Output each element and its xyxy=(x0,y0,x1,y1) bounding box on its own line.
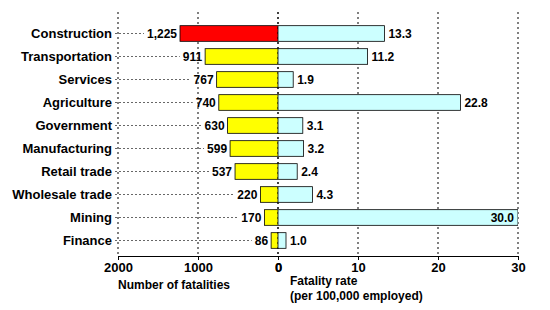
tick-label: 20 xyxy=(431,260,445,275)
axis-title-line: Number of fatalities xyxy=(118,278,230,292)
bar xyxy=(219,95,278,111)
data-label: 86 xyxy=(255,234,269,248)
bar xyxy=(278,210,518,226)
bar xyxy=(205,49,278,65)
category-label: Finance xyxy=(63,233,112,248)
x-axis: 2000 1000 0 xyxy=(104,256,282,275)
bar xyxy=(235,164,278,180)
bar xyxy=(278,141,304,157)
category-label: Government xyxy=(35,118,112,133)
data-labels: 13.3 11.2 1.9 22.8 3.1 3.2 2.4 4.3 30.0 1.0 xyxy=(290,27,514,248)
leader-line xyxy=(115,56,180,57)
axis-line xyxy=(279,256,519,257)
axis-title-line: (per 100,000 employed) xyxy=(290,289,423,303)
axis-title-line: Fatality rate xyxy=(290,274,358,288)
category-label: Wholesale trade xyxy=(12,187,112,202)
bar xyxy=(278,49,368,65)
category-label: Retail trade xyxy=(41,164,112,179)
category-label: Manufacturing xyxy=(22,141,112,156)
grid-line xyxy=(198,12,199,254)
bar xyxy=(278,118,303,134)
data-label: 11.2 xyxy=(372,50,395,64)
leader-line xyxy=(115,171,209,172)
bars xyxy=(278,26,518,249)
tick: 2000 xyxy=(104,256,133,275)
leader-line xyxy=(115,102,193,103)
leader-line xyxy=(115,194,234,195)
leader-line xyxy=(115,33,144,34)
tick: 0 xyxy=(275,256,282,275)
leader-line xyxy=(115,217,238,218)
leader-line xyxy=(115,240,252,241)
bar xyxy=(228,118,278,134)
data-label: 4.3 xyxy=(316,188,333,202)
tick-label: 2000 xyxy=(104,260,133,275)
tick-label: 0 xyxy=(275,260,282,275)
category-label: Mining xyxy=(70,210,112,225)
tick: 30 xyxy=(511,256,525,275)
data-label: 1,225 xyxy=(147,27,177,41)
grid xyxy=(278,12,518,254)
data-label: 1.9 xyxy=(297,73,314,87)
tick: 20 xyxy=(431,256,445,275)
data-label: 30.0 xyxy=(491,211,515,225)
bar xyxy=(260,187,278,203)
bar xyxy=(264,210,278,226)
bar xyxy=(278,164,297,180)
data-label: 13.3 xyxy=(388,27,412,41)
data-label: 1.0 xyxy=(290,234,307,248)
data-label: 740 xyxy=(196,96,216,110)
leader-line xyxy=(115,79,191,80)
tick-label: 0 xyxy=(275,260,282,275)
tick-label: 10 xyxy=(351,260,365,275)
leader-line xyxy=(115,125,202,126)
data-label: 3.1 xyxy=(307,119,324,133)
tick: 10 xyxy=(351,256,365,275)
data-label: 911 xyxy=(183,50,203,64)
bar xyxy=(278,187,312,203)
data-label: 170 xyxy=(241,211,261,225)
data-label: 22.8 xyxy=(464,96,488,110)
category-labels: Construction Transportation Services Agricu… xyxy=(12,26,112,248)
data-labels: 1,225 911 767 740 630 599 537 220 170 86 xyxy=(115,27,268,248)
tick: 1000 xyxy=(184,256,213,275)
bar xyxy=(271,233,278,249)
category-label: Services xyxy=(59,72,113,87)
bar xyxy=(230,141,278,157)
bar xyxy=(217,72,278,88)
tick: 0 xyxy=(275,256,282,275)
data-label: 3.2 xyxy=(308,142,325,156)
x-axis: 0 10 20 30 xyxy=(275,256,526,275)
axis-title: Number of fatalities xyxy=(118,278,230,292)
data-label: 220 xyxy=(237,188,257,202)
category-label: Agriculture xyxy=(43,95,112,110)
chart: Construction Transportation Services Agricu… xyxy=(0,0,550,310)
bar xyxy=(278,233,286,249)
bar xyxy=(180,26,278,42)
bars xyxy=(180,26,278,249)
data-label: 2.4 xyxy=(301,165,318,179)
data-label: 537 xyxy=(212,165,232,179)
category-label: Construction xyxy=(31,26,112,41)
data-label: 767 xyxy=(194,73,214,87)
leader-line xyxy=(115,148,204,149)
data-label: 599 xyxy=(207,142,227,156)
tick-label: 30 xyxy=(511,260,525,275)
bar xyxy=(278,72,293,88)
axis-title: Fatality rate(per 100,000 employed) xyxy=(290,274,423,303)
tick-label: 1000 xyxy=(184,260,213,275)
grid-line xyxy=(118,12,119,254)
category-label: Transportation xyxy=(21,49,112,64)
grid xyxy=(118,12,278,254)
bar xyxy=(278,26,384,42)
data-label: 630 xyxy=(205,119,225,133)
bar xyxy=(278,95,460,111)
